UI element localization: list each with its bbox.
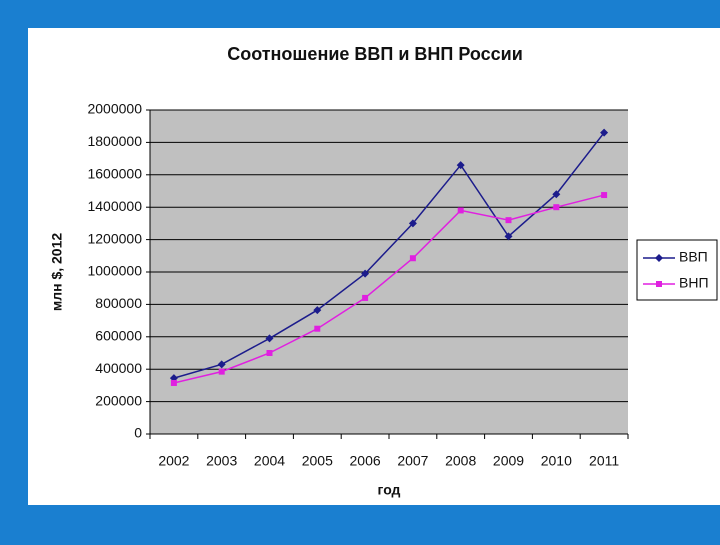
point [217, 360, 226, 369]
y-tick-label: 1200000 [87, 230, 142, 246]
x-tick-label: 2007 [397, 453, 428, 469]
legend-label: ВВП [679, 249, 708, 265]
point [408, 219, 417, 228]
chart-title: Соотношение ВВП и ВНП России [227, 44, 523, 64]
point [457, 207, 464, 214]
legend [636, 239, 718, 301]
legend-label: ВНП [679, 275, 709, 291]
point [218, 368, 225, 375]
x-tick-label: 2006 [350, 453, 381, 469]
x-tick-label: 2010 [541, 453, 572, 469]
point [170, 379, 177, 386]
legend-marker [656, 281, 662, 287]
point [553, 204, 560, 211]
point [313, 306, 322, 315]
y-tick-label: 400000 [95, 360, 142, 376]
series-line [173, 194, 605, 384]
y-tick-label: 2000000 [87, 101, 142, 117]
x-tick-label: 2009 [493, 453, 524, 469]
y-tick-label: 1000000 [87, 263, 142, 279]
point [552, 190, 561, 199]
point [362, 294, 369, 301]
y-tick-label: 1400000 [87, 198, 142, 214]
point [600, 128, 609, 137]
series-line [173, 132, 605, 379]
point [409, 255, 416, 262]
legend-marker [655, 254, 663, 262]
y-axis-label: млн $, 2012 [49, 233, 65, 312]
x-tick-label: 2011 [589, 453, 619, 469]
point [361, 269, 370, 278]
point [504, 232, 513, 241]
x-tick-label: 2003 [206, 453, 237, 469]
x-tick-label: 2005 [302, 453, 333, 469]
y-tick-label: 0 [134, 425, 142, 441]
x-tick-label: 2002 [158, 453, 189, 469]
point [505, 217, 512, 224]
x-axis-label: год [378, 482, 401, 498]
point [314, 325, 321, 332]
y-tick-label: 800000 [95, 295, 142, 311]
point [265, 334, 274, 343]
point [456, 161, 465, 170]
point [266, 350, 273, 356]
y-tick-label: 1800000 [87, 133, 142, 149]
y-tick-label: 1600000 [87, 166, 142, 182]
y-tick-label: 600000 [95, 328, 142, 344]
point [601, 192, 608, 199]
x-tick-label: 2004 [254, 453, 285, 469]
x-tick-label: 2008 [445, 453, 476, 469]
y-tick-label: 200000 [95, 392, 142, 408]
